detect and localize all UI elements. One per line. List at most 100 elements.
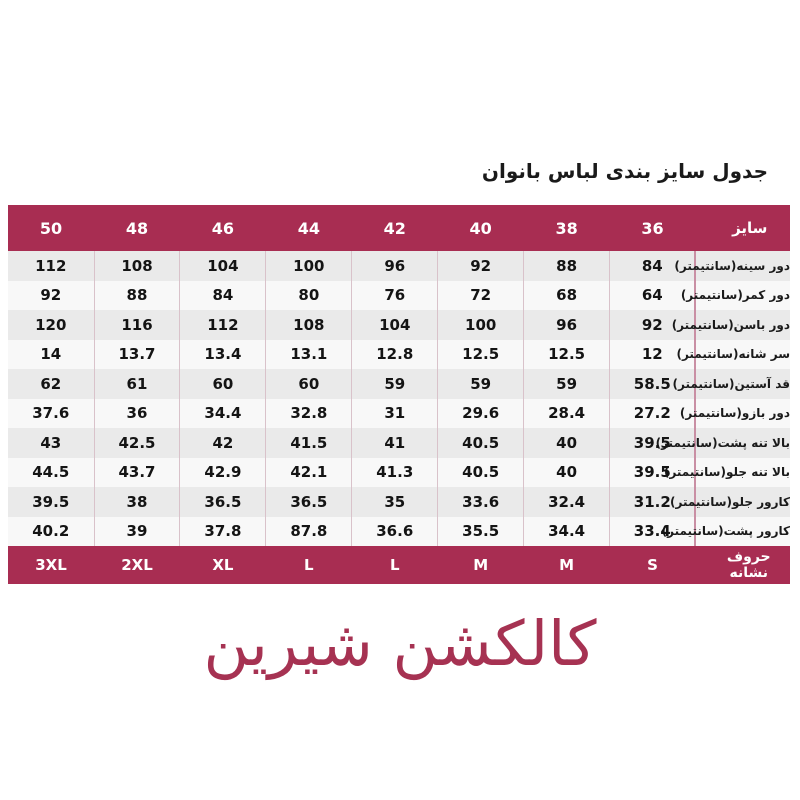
row-cell: 84 (179, 280, 266, 310)
row-cell: 37.6 (8, 398, 95, 428)
row-cell: 40 (523, 457, 610, 487)
row-cell: 60 (179, 369, 266, 399)
row-cell: 34.4 (179, 398, 266, 428)
row-cell: 76 (351, 280, 438, 310)
row-cell: 29.6 (437, 398, 524, 428)
size-table-head: سایز 36 38 40 42 44 46 48 50 (8, 205, 790, 251)
row-label: سر شانه(سانتیمتر) (676, 339, 790, 369)
row-cell: 12 (609, 339, 697, 369)
row-cell: 31.2 (609, 487, 697, 517)
size-table-wrapper: سایز 36 38 40 42 44 46 48 50 دور سینه(سا… (8, 205, 790, 584)
row-cell: 59 (351, 369, 438, 399)
row-cell: 36.5 (179, 487, 266, 517)
row-cell: 84 (609, 251, 697, 281)
row-cell: 100 (437, 310, 524, 340)
row-cell: 36.6 (351, 516, 438, 546)
header-size-cell: 36 (641, 218, 664, 238)
row-cell: 13.1 (265, 339, 352, 369)
row-cell: 120 (8, 310, 95, 340)
row-cell: 38 (93, 487, 180, 517)
table-row: کارور پشت(سانتیمتر) 33.4 34.4 35.5 36.6 … (8, 516, 790, 546)
header-size-cell: 42 (383, 218, 406, 238)
row-cell: 12.5 (523, 339, 610, 369)
footer-letter-cell: M (473, 556, 489, 574)
footer-letter-cell: XL (212, 556, 234, 574)
row-cell: 32.4 (523, 487, 610, 517)
row-cell: 68 (523, 280, 610, 310)
size-table-body: دور سینه(سانتیمتر) 84 88 92 96 100 104 1… (8, 251, 790, 584)
footer-letter-cell: 3XL (35, 556, 67, 574)
table-row: سر شانه(سانتیمتر) 12 12.5 12.5 12.8 13.1… (8, 339, 790, 369)
row-cell: 62 (8, 369, 95, 399)
header-row: سایز 36 38 40 42 44 46 48 50 (8, 205, 790, 251)
header-label-cell: سایز (732, 219, 768, 237)
row-cell: 60 (265, 369, 352, 399)
row-cell: 28.4 (523, 398, 610, 428)
top-whitespace (0, 0, 800, 147)
row-cell: 42.1 (265, 457, 352, 487)
row-cell: 41.3 (351, 457, 438, 487)
table-row: دور بازو(سانتیمتر) 27.2 28.4 29.6 31 32.… (8, 398, 790, 428)
row-cell: 96 (523, 310, 610, 340)
row-cell: 92 (437, 251, 524, 281)
row-cell: 59 (523, 369, 610, 399)
header-size-cell: 44 (297, 218, 320, 238)
row-cell: 36 (93, 398, 180, 428)
row-cell: 35.5 (437, 516, 524, 546)
row-cell: 39.5 (8, 487, 95, 517)
row-cell: 59 (437, 369, 524, 399)
footer-letter-cell: 2XL (121, 556, 153, 574)
row-label: بالا تنه جلو(سانتیمتر) (664, 457, 790, 487)
footer-letter-cell: M (559, 556, 575, 574)
table-row: دور کمر(سانتیمتر) 64 68 72 76 80 84 88 9… (8, 280, 790, 310)
brand-name: کالکشن شیرین (203, 607, 597, 680)
row-cell: 42.9 (179, 457, 266, 487)
row-cell: 40.5 (437, 457, 524, 487)
row-cell: 33.6 (437, 487, 524, 517)
header-size-cell: 40 (469, 218, 492, 238)
row-label: قد آستین(سانتیمتر) (673, 369, 790, 399)
row-cell: 64 (609, 280, 697, 310)
row-cell: 35 (351, 487, 438, 517)
row-cell: 92 (609, 310, 697, 340)
table-row: قد آستین(سانتیمتر) 58.5 59 59 59 60 60 6… (8, 369, 790, 399)
row-cell: 33.4 (609, 516, 697, 546)
row-label: دور بازو(سانتیمتر) (680, 398, 790, 428)
table-row: بالا تنه پشت(سانتیمتر) 39.5 40 40.5 41 4… (8, 428, 790, 458)
row-cell: 14 (8, 339, 95, 369)
row-cell: 58.5 (609, 369, 697, 399)
row-cell: 41.5 (265, 428, 352, 458)
table-row: بالا تنه جلو(سانتیمتر) 39.5 40 40.5 41.3… (8, 457, 790, 487)
row-label: دور باسن(سانتیمتر) (672, 310, 790, 340)
table-row: دور باسن(سانتیمتر) 92 96 100 104 108 112… (8, 310, 790, 340)
row-cell: 42.5 (93, 428, 180, 458)
row-cell: 61 (93, 369, 180, 399)
row-cell: 27.2 (609, 398, 697, 428)
row-cell: 88 (523, 251, 610, 281)
header-size-cell: 38 (555, 218, 578, 238)
footer-letter-cell: L (304, 556, 314, 574)
row-cell: 88 (93, 280, 180, 310)
row-cell: 87.8 (265, 516, 352, 546)
row-cell: 112 (179, 310, 266, 340)
row-cell: 96 (351, 251, 438, 281)
row-cell: 32.8 (265, 398, 352, 428)
header-size-cell: 48 (125, 218, 149, 238)
row-cell: 92 (8, 280, 95, 310)
footer-label-cell: حروف نشانه (726, 549, 771, 581)
page-title: جدول سایز بندی لباس بانوان (481, 159, 768, 183)
row-cell: 108 (265, 310, 352, 340)
row-cell: 116 (93, 310, 180, 340)
row-cell: 41 (351, 428, 438, 458)
row-cell: 108 (93, 251, 180, 281)
table-row: کارور جلو(سانتیمتر) 31.2 32.4 33.6 35 36… (8, 487, 790, 517)
row-cell: 112 (8, 251, 95, 281)
footer-row: حروف نشانه S M M L L XL 2XL 3XL (8, 546, 790, 584)
row-label: دور سینه(سانتیمتر) (674, 251, 790, 281)
row-cell: 37.8 (179, 516, 266, 546)
row-cell: 44.5 (8, 457, 95, 487)
row-cell: 80 (265, 280, 352, 310)
chart-title-band: جدول سایز بندی لباس بانوان (8, 147, 790, 205)
header-size-cell: 46 (211, 218, 235, 238)
